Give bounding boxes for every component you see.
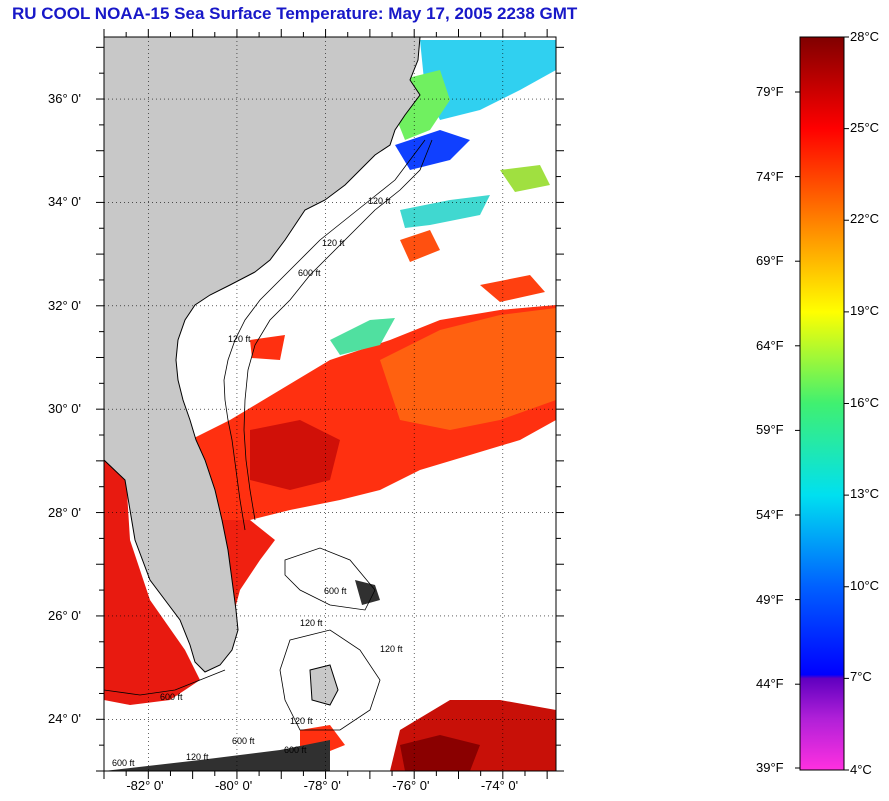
lat-tick-label: 28° 0'	[48, 504, 81, 520]
colorbar-celsius-label: 25°C	[850, 119, 880, 135]
longitude-ticks	[103, 29, 548, 779]
lat-tick-label: 32° 0'	[48, 297, 81, 313]
contour-depth-label: 120 ft	[186, 752, 209, 762]
lat-tick-label: 30° 0'	[48, 401, 81, 417]
contour-line-bahamas-2	[279, 629, 381, 731]
lat-tick-label: 24° 0'	[48, 711, 81, 727]
contour-line-120ft	[223, 139, 426, 531]
latitude-ticks	[96, 46, 564, 772]
contour-depth-label: 120 ft	[368, 196, 391, 206]
lon-tick-label: -78° 0'	[303, 778, 341, 793]
colorbar-fahrenheit-label: 49°F	[756, 591, 784, 607]
contour-line-bahamas	[284, 547, 376, 611]
colorbar-fahrenheit-label: 54°F	[756, 507, 784, 522]
contour-depth-label: 600 ft	[112, 758, 135, 768]
sst-patch-gulf	[104, 458, 200, 705]
land-cuba	[104, 740, 330, 771]
colorbar-celsius-label: 7°C	[850, 669, 872, 685]
colorbar-celsius-label: 16°C	[850, 394, 880, 410]
sst-patch-cool-north	[420, 40, 556, 120]
sst-patch-cyan-mid-2	[330, 318, 395, 355]
lat-tick-label: 26° 0'	[48, 607, 81, 623]
sst-patch-small-2	[400, 230, 440, 262]
sst-patch-cyan-mid	[400, 195, 490, 228]
lon-tick-label: -76° 0'	[392, 778, 430, 793]
contour-depth-label: 120 ft	[322, 238, 345, 248]
contour-depth-label: 600 ft	[232, 736, 255, 746]
map-gridlines	[104, 37, 556, 771]
map-title: RU COOL NOAA-15 Sea Surface Temperature:…	[12, 4, 578, 23]
contour-line-gulf	[104, 669, 226, 696]
colorbar-celsius-label: 22°C	[850, 211, 880, 227]
land-andros	[309, 664, 339, 706]
colorbar-celsius-label: 13°C	[850, 486, 880, 502]
sst-patch-south-dark	[400, 735, 480, 771]
sst-patch-blue-north	[395, 130, 470, 170]
sst-patch-small-4	[250, 335, 285, 360]
colorbar-fahrenheit-label: 44°F	[756, 676, 784, 692]
map-border	[103, 36, 557, 772]
contour-depth-label: 600 ft	[324, 586, 347, 596]
contour-depth-label: 120 ft	[228, 334, 251, 344]
colorbar	[799, 36, 845, 771]
contour-labels: 120 ft 120 ft 600 ft 120 ft 600 ft 120 ft 120 …	[112, 196, 403, 768]
contour-line-600ft	[243, 139, 433, 521]
colorbar-celsius-label: 4°C	[850, 762, 872, 777]
lon-tick-label: -82° 0'	[126, 778, 164, 793]
lon-tick-label: -74° 0'	[480, 778, 519, 793]
land-bahamas-1	[355, 580, 380, 605]
colorbar-fahrenheit-label: 74°F	[756, 168, 784, 184]
colorbar-fahrenheit-label: 69°F	[756, 253, 784, 269]
sst-patch-small-3	[480, 275, 545, 302]
contour-depth-label: 600 ft	[298, 268, 321, 278]
contour-depth-label: 120 ft	[380, 644, 403, 654]
colorbar-celsius-label: 10°C	[850, 577, 880, 593]
lat-tick-label: 36° 0'	[48, 91, 81, 107]
contour-depth-label: 600 ft	[284, 745, 307, 755]
sst-patch-green-east	[500, 165, 550, 192]
lon-tick-label: -80° 0'	[214, 778, 253, 793]
sst-patch-dark	[250, 420, 340, 490]
sst-patch-orange	[380, 308, 556, 430]
contour-depth-label: 120 ft	[300, 618, 323, 628]
colorbar-ticks	[795, 36, 849, 771]
contour-depth-label: 120 ft	[290, 716, 313, 726]
colorbar-celsius-label: 28°C	[850, 29, 880, 44]
colorbar-fahrenheit-label: 59°F	[756, 422, 784, 438]
colorbar-celsius-label: 19°C	[850, 302, 880, 318]
colorbar-fahrenheit-label: 39°F	[756, 760, 784, 775]
contour-depth-label: 600 ft	[160, 692, 183, 702]
colorbar-fahrenheit-label: 64°F	[756, 337, 784, 353]
colorbar-fahrenheit-label: 79°F	[756, 84, 784, 99]
land-southeast-us	[104, 37, 421, 673]
lat-tick-label: 34° 0'	[48, 194, 81, 210]
